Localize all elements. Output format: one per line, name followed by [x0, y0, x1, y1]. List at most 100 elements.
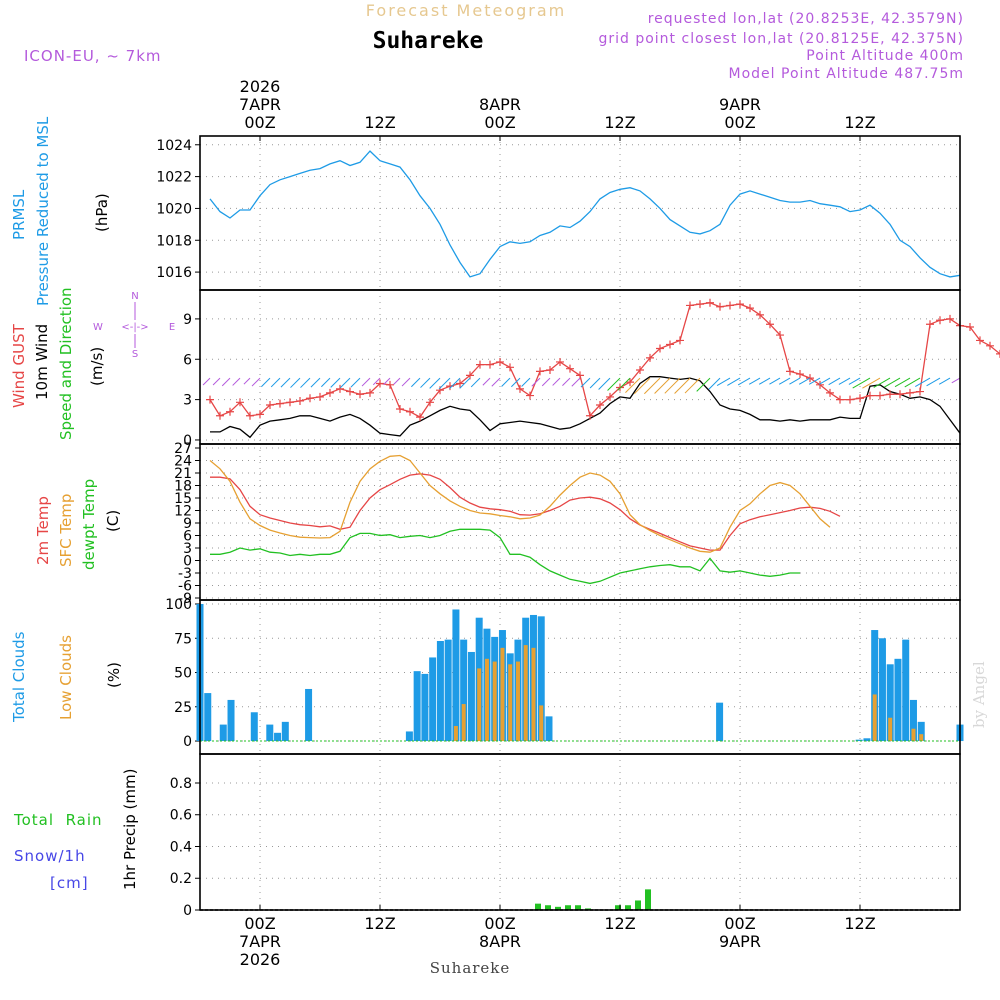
y-tick-label: 0.2: [170, 871, 192, 887]
gust-marker: [276, 399, 284, 408]
y-tick-label: 0: [183, 433, 192, 449]
gust-marker: [286, 398, 294, 407]
y-tick-label: -9: [178, 591, 192, 607]
gust-marker: [476, 360, 484, 369]
gust-marker: [416, 413, 424, 422]
point-altitude: Point Altitude 400m: [806, 48, 964, 64]
gust-marker: [346, 387, 354, 396]
wind10-label: 10m Wind: [33, 324, 51, 400]
gust-marker: [606, 392, 614, 401]
watermark: by Angel: [970, 661, 988, 728]
bottom-time-label: 2026: [240, 950, 281, 969]
wind-arrow: [696, 377, 711, 392]
wind-arrow: [350, 377, 361, 388]
wind-arrow: [280, 377, 291, 388]
gust-marker: [226, 407, 234, 416]
wind-arrow: [243, 377, 251, 385]
compass-s: S: [132, 349, 138, 360]
gust-marker: [236, 398, 244, 407]
wind-arrow: [634, 377, 651, 395]
total-cloud-bar: [281, 721, 289, 742]
y-tick-label: 1022: [156, 170, 192, 186]
y-tick-label: 21: [174, 466, 192, 482]
wind-arrow: [798, 377, 811, 385]
gust-marker: [906, 388, 914, 397]
dewpt-label: dewpt Temp: [80, 479, 98, 570]
gust-marker: [596, 400, 604, 409]
gust-marker: [486, 360, 494, 369]
wind-arrow: [926, 377, 941, 387]
total-clouds-label: Total Clouds: [10, 631, 28, 723]
rain-bar: [645, 889, 651, 910]
y-tick-label: 1018: [156, 233, 192, 249]
wind-arrow: [589, 377, 601, 389]
y-tick-label: 6: [183, 352, 192, 368]
y-tick-label: 24: [174, 454, 192, 470]
gust-marker: [426, 398, 434, 407]
precip-axis-label: 1hr Precip (mm): [121, 769, 139, 890]
wind-arrow: [429, 377, 441, 389]
gust-marker: [466, 371, 474, 380]
bottom-time-label: 00Z: [484, 914, 515, 933]
panel-frame-precipitation: [199, 753, 961, 911]
wind-arrow: [607, 377, 621, 391]
series-prmsl: [209, 150, 961, 278]
total-cloud-bar: [537, 616, 545, 742]
gust-marker: [916, 387, 924, 396]
wind-arrow: [232, 377, 241, 386]
gust-marker: [496, 357, 504, 366]
compass-icon: N S W E <-|->: [93, 291, 175, 360]
wind-arrow: [511, 377, 521, 388]
gust-marker: [976, 336, 984, 345]
total-cloud-bar: [871, 630, 879, 742]
y-tick-label: 27: [174, 441, 192, 457]
top-time-label: 8APR: [479, 95, 521, 114]
gust-marker: [406, 407, 414, 416]
y-tick-label: 1016: [156, 265, 192, 281]
chart-title: Forecast Meteogram: [366, 1, 566, 20]
wind-arrow: [202, 377, 211, 386]
panel-frame-clouds: [199, 599, 961, 755]
gust-marker: [366, 388, 374, 397]
rain-bar: [635, 900, 641, 910]
chart-panels: 101610181020102210240369-9-6-30369121518…: [156, 135, 1000, 919]
panel-frame-temperature: [199, 443, 961, 601]
wind-arrow: [521, 377, 531, 387]
snow-label: Snow/1h: [14, 847, 86, 865]
total-cloud-bar: [405, 731, 413, 742]
gust-marker: [266, 400, 274, 409]
compass-w: W: [93, 322, 103, 333]
low-clouds-label: Low Clouds: [57, 635, 75, 720]
top-time-label: 00Z: [724, 113, 755, 132]
series-2m-temp: [210, 473, 841, 551]
y-tick-label: 0.4: [170, 839, 192, 855]
total-cloud-bar: [274, 732, 282, 742]
wind-arrow: [727, 377, 741, 386]
gust-marker: [936, 316, 944, 325]
wind-arrow: [778, 377, 791, 385]
y-tick-label: 1020: [156, 201, 192, 217]
bottom-time-label: 12Z: [604, 914, 635, 933]
model-altitude: Model Point Altitude 487.75m: [729, 66, 964, 82]
total-cloud-bar: [878, 638, 886, 742]
gust-marker: [626, 378, 634, 387]
wind-arrow: [300, 377, 311, 388]
total-cloud-bar: [413, 671, 421, 742]
snow-unit: [cm]: [50, 874, 89, 892]
wind-arrow: [212, 377, 221, 386]
gust-marker: [326, 388, 334, 397]
series-wind-gust: [209, 302, 1000, 418]
bottom-time-label: 8APR: [479, 932, 521, 951]
total-cloud-bar: [452, 609, 460, 742]
requested-coords: requested lon,lat (20.8253E, 42.3579N): [648, 11, 964, 27]
bottom-time-label: 00Z: [244, 914, 275, 933]
y-tick-label: 9: [183, 312, 192, 328]
y-tick-label: 3: [183, 393, 192, 409]
rain-bar: [615, 905, 621, 910]
wind-arrow: [904, 377, 921, 388]
y-tick-label: 9: [183, 516, 192, 532]
wind-arrow: [684, 377, 701, 394]
wind-arrow: [310, 377, 321, 388]
